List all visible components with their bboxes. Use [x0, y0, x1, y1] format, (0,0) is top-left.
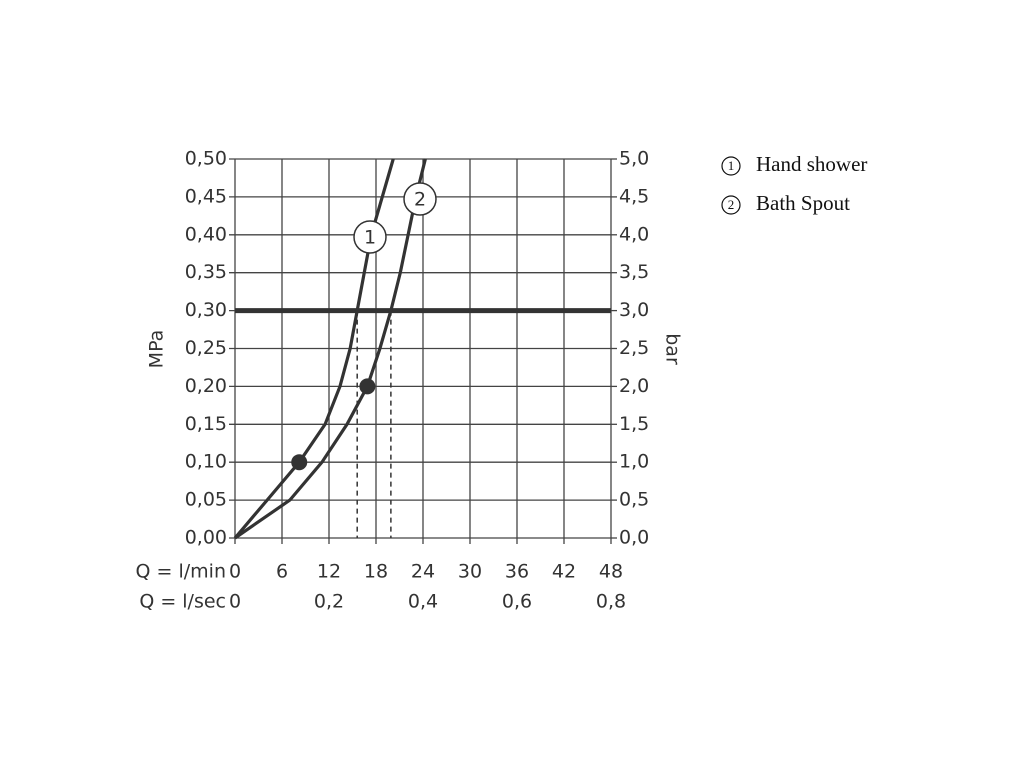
legend-label: Bath Spout: [756, 191, 850, 215]
x2-tick-label: 0: [229, 591, 241, 613]
y-tick-label: 0,00: [185, 527, 227, 549]
curve: [234, 158, 427, 540]
y2-axis-label: bar: [662, 333, 684, 365]
x2-tick-label: 0,4: [408, 591, 438, 613]
x-tick-label: 6: [276, 561, 288, 583]
y2-tick-label: 0,0: [619, 527, 649, 549]
x2-tick-label: 0,6: [502, 591, 532, 613]
y-axis-label: MPa: [146, 330, 168, 369]
y2-tick-label: 2,5: [619, 337, 649, 359]
operating-point: [359, 378, 376, 395]
y2-tick-label: 1,0: [619, 451, 649, 473]
y2-tick-label: 1,5: [619, 413, 649, 435]
curve-label-ring: [403, 182, 437, 216]
x-tick-label: 0: [229, 561, 241, 583]
y2-tick-label: 2,0: [619, 375, 649, 397]
curve-label: 1: [364, 227, 376, 249]
y2-tick-label: 3,0: [619, 299, 649, 321]
y-tick-label: 0,50: [185, 148, 227, 170]
y2-tick-label: 0,5: [619, 489, 649, 511]
x-tick-label: 12: [317, 561, 341, 583]
legend-label: Hand shower: [756, 152, 867, 176]
legend-marker: 2: [728, 197, 735, 212]
y-tick-label: 0,20: [185, 375, 227, 397]
x2-tick-label: 0,8: [596, 591, 626, 613]
x2-tick-label: 0,2: [314, 591, 344, 613]
legend-ring: [721, 195, 741, 215]
legend-marker: 1: [728, 158, 735, 173]
y2-tick-label: 4,5: [619, 185, 649, 207]
y-tick-label: 0,05: [185, 489, 227, 511]
x-tick-label: 36: [505, 561, 529, 583]
y-tick-label: 0,40: [185, 223, 227, 245]
curve-label: 2: [414, 189, 426, 211]
y2-tick-label: 4,0: [619, 223, 649, 245]
y-tick-label: 0,25: [185, 337, 227, 359]
y-tick-label: 0,15: [185, 413, 227, 435]
operating-point: [291, 454, 308, 471]
x-tick-label: 30: [458, 561, 482, 583]
y-tick-label: 0,10: [185, 451, 227, 473]
y2-tick-label: 5,0: [619, 148, 649, 170]
curve-label-ring: [353, 220, 387, 254]
x-tick-label: 42: [552, 561, 576, 583]
legend-ring: [721, 156, 741, 176]
x2-row-label: Q = l/sec: [139, 591, 226, 613]
x-row-label: Q = l/min: [136, 561, 226, 583]
y-tick-label: 0,30: [185, 299, 227, 321]
y2-tick-label: 3,5: [619, 261, 649, 283]
y-tick-label: 0,35: [185, 261, 227, 283]
x-tick-label: 18: [364, 561, 388, 583]
x-tick-label: 24: [411, 561, 435, 583]
x-tick-label: 48: [599, 561, 623, 583]
y-tick-label: 0,45: [185, 185, 227, 207]
